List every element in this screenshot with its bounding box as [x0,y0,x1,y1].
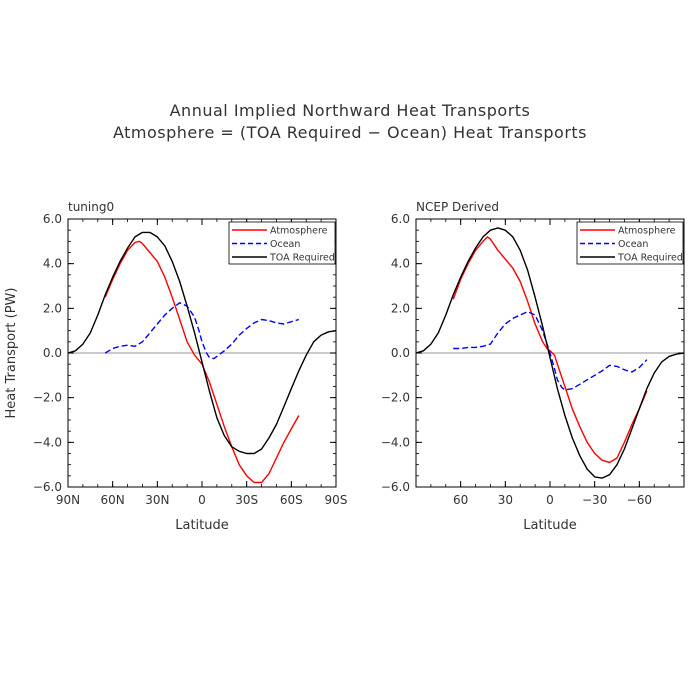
y-axis-label: Heat Transport (PW) [4,288,19,419]
x-tick-label: 60N [101,493,125,507]
y-tick-label: −6.0 [33,480,62,494]
x-tick-label: −60 [627,493,652,507]
x-tick-label: 30S [235,493,258,507]
y-tick-label: −6.0 [381,480,410,494]
series-line-ocean [453,311,648,391]
x-axis-label: Latitude [523,518,577,533]
plot-frame [415,218,685,488]
chart-panel-1: −6.0 −4.0 −2.0 0.0 2.0 4.0 6.0 90N 60N 30N 0 30S 60S… [4,200,347,533]
chart-panel-2: −6.0 −4.0 −2.0 0.0 2.0 4.0 6.0 60 30 0 −30 −60 Atmos… [381,200,685,533]
x-tick-label: −30 [582,493,607,507]
series-line-toa-required [67,231,337,455]
y-tick-label: 2.0 [391,301,410,315]
x-tick-label: 90S [325,493,348,507]
x-tick-label: 60S [280,493,303,507]
series-line-ocean [104,302,299,360]
legend-label: Ocean [270,239,300,250]
legend-label: TOA Required [617,253,683,264]
y-tick-label: 6.0 [391,212,410,226]
y-tick-label: 4.0 [391,257,410,271]
x-tick-label: 0 [198,493,206,507]
x-axis-label: Latitude [175,518,229,533]
series-line-toa-required [415,227,685,479]
y-tick-label: −2.0 [33,391,62,405]
y-tick-label: 4.0 [43,257,62,271]
legend: Atmosphere Ocean TOA Required [576,221,684,265]
y-tick-label: −4.0 [33,435,62,449]
x-tick-label: 90N [56,493,80,507]
figure-title-line-1: Annual Implied Northward Heat Transports [169,101,531,120]
series-line-atmosphere [104,240,300,484]
legend-label: TOA Required [269,253,335,264]
legend-label: Atmosphere [618,226,676,237]
x-tick-label: 0 [546,493,554,507]
y-tick-label: 2.0 [43,301,62,315]
legend-label: Atmosphere [270,226,328,237]
y-tick-label: 0.0 [43,346,62,360]
y-tick-label: −4.0 [381,435,410,449]
x-tick-label: 30N [145,493,169,507]
figure-title-line-2: Atmosphere = (TOA Required − Ocean) Heat… [112,123,588,142]
y-tick-label: 0.0 [391,346,410,360]
panel-label: NCEP Derived [416,200,499,214]
legend: Atmosphere Ocean TOA Required [228,221,336,265]
plot-frame [67,218,337,488]
legend-label: Ocean [618,239,648,250]
x-tick-label: 60 [453,493,468,507]
series-line-atmosphere [452,236,648,464]
panel-label: tuning0 [68,200,114,214]
y-tick-label: 6.0 [43,212,62,226]
y-tick-label: −2.0 [381,391,410,405]
x-tick-label: 30 [498,493,513,507]
